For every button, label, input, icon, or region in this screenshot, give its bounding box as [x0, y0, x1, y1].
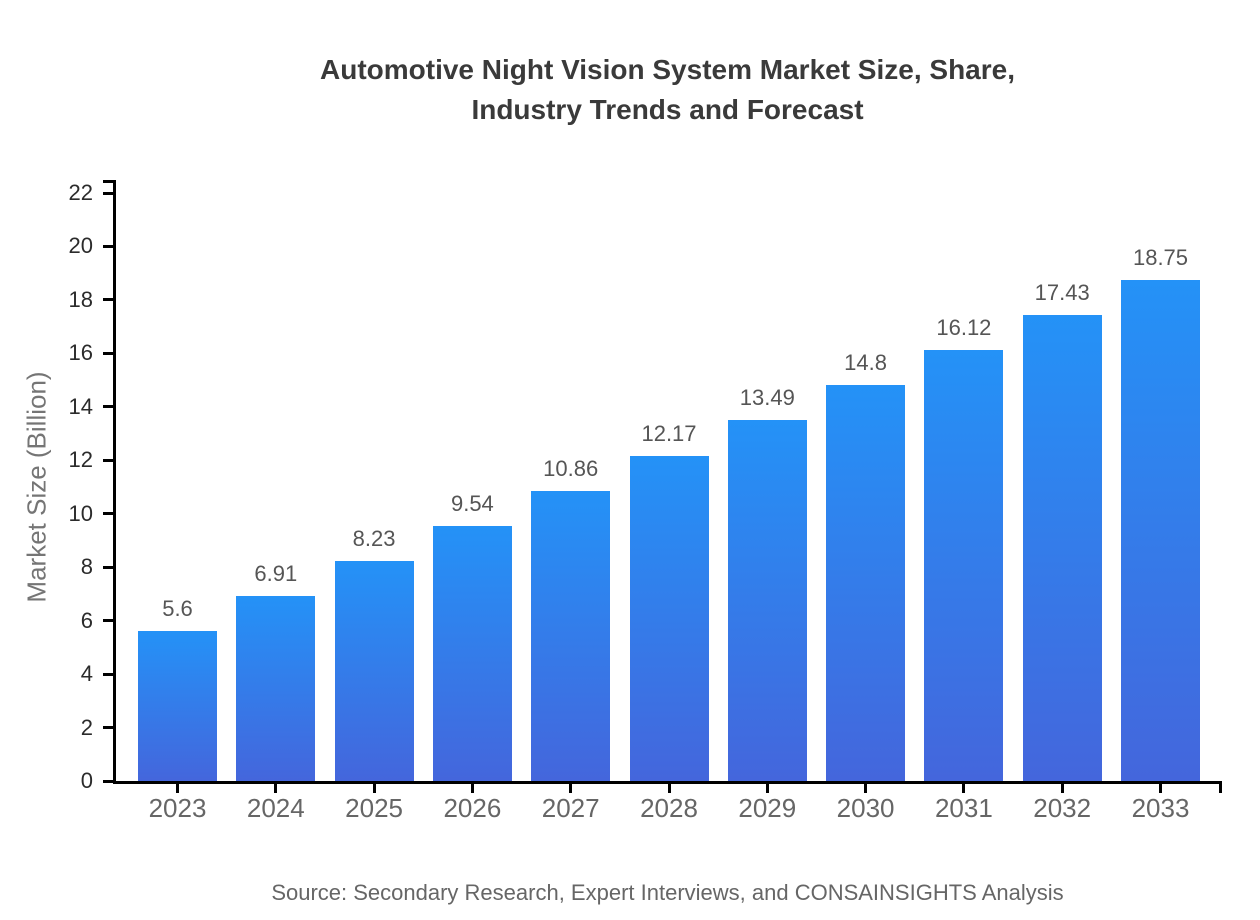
bar-2033: [1121, 279, 1200, 781]
y-axis-tick: [103, 351, 113, 355]
bar-value-label: 10.86: [543, 455, 599, 481]
x-axis-tick: [274, 781, 278, 793]
x-tick-label: 2023: [148, 793, 207, 823]
y-axis-tick: [103, 726, 113, 730]
y-tick-label: 4: [80, 661, 93, 687]
bar-2032: [1022, 315, 1102, 781]
y-axis-tick: [103, 565, 113, 569]
x-tick-label: 2031: [934, 793, 993, 823]
bar-value-label: 8.23: [352, 526, 396, 552]
y-axis-tick: [103, 191, 113, 195]
bar-value-label: 18.75: [1132, 244, 1189, 270]
x-axis-tick: [864, 781, 868, 793]
x-axis-tick: [765, 781, 769, 793]
y-tick-label: 6: [80, 607, 93, 633]
x-tick-label: 2033: [1131, 793, 1190, 823]
x-axis-tick: [667, 781, 671, 793]
chart-title-line2: Industry Trends and Forecast: [471, 94, 864, 125]
bar-value-label: 17.43: [1034, 280, 1090, 306]
bar-2027: [531, 490, 611, 781]
bar-2025: [334, 561, 414, 781]
x-axis-tick: [962, 781, 966, 793]
bar-value-label: 9.54: [450, 491, 494, 517]
bar-2030: [826, 385, 906, 781]
y-tick-label: 16: [68, 340, 93, 366]
y-axis-line: [113, 180, 116, 784]
y-axis-end-tick: [103, 180, 113, 183]
y-tick-label: 0: [80, 768, 93, 793]
y-axis-tick: [103, 672, 113, 676]
bar-value-label: 16.12: [936, 315, 992, 341]
bar-value-label: 12.17: [641, 420, 697, 446]
x-axis-tick: [1159, 781, 1162, 793]
bar-2029: [727, 420, 807, 781]
bar-2031: [924, 350, 1004, 781]
y-tick-label: 10: [68, 500, 93, 526]
x-tick-label: 2027: [541, 793, 600, 823]
y-axis-tick: [103, 779, 113, 783]
y-axis-tick: [103, 244, 113, 248]
x-tick-label: 2032: [1033, 793, 1092, 823]
y-tick-label: 12: [68, 447, 93, 473]
bar-value-label: 6.91: [254, 561, 298, 587]
source-note: Source: Secondary Research, Expert Inter…: [271, 880, 1064, 905]
y-axis-tick: [103, 298, 113, 302]
y-tick-label: 22: [68, 180, 93, 205]
x-axis-tick: [470, 781, 474, 793]
y-tick-label: 18: [68, 286, 93, 312]
x-axis-tick: [372, 781, 376, 793]
bar-2024: [236, 596, 316, 781]
y-axis-tick: [103, 405, 113, 409]
y-tick-label: 20: [68, 233, 93, 259]
x-tick-label: 2025: [345, 793, 404, 823]
y-axis-tick: [103, 458, 113, 462]
bar-2023: [138, 631, 217, 781]
x-tick-label: 2024: [246, 793, 305, 823]
x-tick-label: 2026: [443, 793, 502, 823]
bar-2026: [432, 526, 512, 781]
x-tick-label: 2028: [640, 793, 698, 823]
y-tick-label: 8: [80, 554, 93, 580]
x-axis-end-tick: [1219, 781, 1222, 793]
x-axis-tick: [569, 781, 573, 793]
y-axis-tick: [103, 619, 113, 623]
y-tick-label: 14: [68, 393, 93, 419]
chart-title: Automotive Night Vision System Market Si…: [113, 50, 1222, 130]
bar-value-label: 5.6: [162, 596, 193, 622]
bar-value-label: 14.8: [844, 350, 887, 376]
x-tick-label: 2030: [836, 793, 895, 823]
y-tick-label: 2: [80, 714, 93, 740]
bar-value-label: 13.49: [739, 385, 795, 411]
x-axis-tick: [1060, 781, 1064, 793]
x-axis-tick: [176, 781, 179, 793]
x-tick-label: 2029: [738, 793, 797, 823]
plot-area: 0 2 4 6 8 10 12 14 16 18 20 22 5.6 2023 6.91 2024 8.23 20…: [69, 180, 1222, 823]
y-axis-tick: [103, 512, 113, 516]
chart-title-line1: Automotive Night Vision System Market Si…: [320, 54, 1015, 85]
bar-2028: [629, 455, 709, 781]
